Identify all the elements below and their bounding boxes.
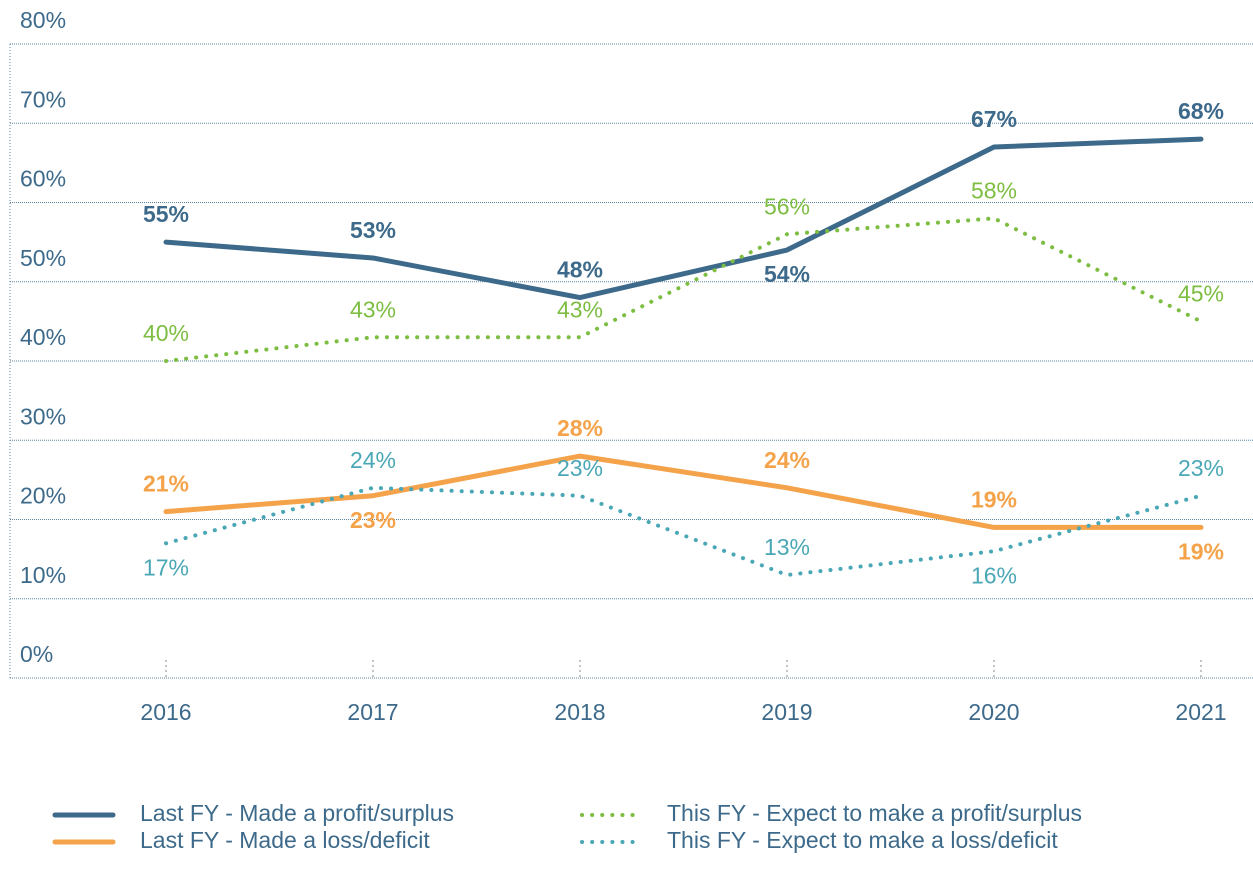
x-tick-label: 2018 (554, 699, 605, 725)
y-tick-label: 0% (20, 641, 53, 667)
y-tick-label: 30% (20, 403, 66, 429)
series-line (164, 216, 1203, 363)
y-tick-label: 80% (20, 7, 66, 33)
legend-label: This FY - Expect to make a loss/deficit (667, 827, 1058, 853)
x-tick-label: 2020 (968, 699, 1019, 725)
data-label: 23% (557, 455, 603, 481)
data-label: 24% (764, 447, 810, 473)
x-tick-label: 2016 (140, 699, 191, 725)
x-tick-label: 2017 (347, 699, 398, 725)
y-tick-label: 60% (20, 166, 66, 192)
data-label: 55% (143, 201, 189, 227)
data-label: 24% (350, 447, 396, 473)
series-line (163, 136, 1204, 301)
data-label: 53% (350, 217, 396, 243)
data-label: 21% (143, 471, 189, 497)
data-label: 43% (557, 296, 603, 322)
series-line (163, 453, 1204, 530)
x-tick-label: 2019 (761, 699, 812, 725)
data-label: 28% (557, 415, 603, 441)
data-label: 19% (971, 487, 1017, 513)
data-label: 45% (1178, 280, 1224, 306)
data-label: 68% (1178, 98, 1224, 124)
y-tick-label: 20% (20, 483, 66, 509)
data-label: 54% (764, 261, 810, 287)
y-tick-label: 70% (20, 86, 66, 112)
data-label: 23% (350, 507, 396, 533)
data-label: 48% (557, 257, 603, 283)
x-tick-label: 2021 (1175, 699, 1226, 725)
data-label: 56% (764, 193, 810, 219)
legend-label: Last FY - Made a loss/deficit (140, 827, 430, 853)
y-tick-label: 10% (20, 562, 66, 588)
legend-label: Last FY - Made a profit/surplus (140, 800, 454, 826)
data-label: 13% (764, 534, 810, 560)
data-label: 23% (1178, 455, 1224, 481)
data-label: 67% (971, 106, 1017, 132)
series-line (164, 485, 1203, 577)
y-tick-label: 50% (20, 245, 66, 271)
legend-label: This FY - Expect to make a profit/surplu… (667, 800, 1082, 826)
data-label: 19% (1178, 539, 1224, 565)
data-label: 16% (971, 562, 1017, 588)
data-label: 58% (971, 177, 1017, 203)
data-label: 43% (350, 296, 396, 322)
data-label: 40% (143, 320, 189, 346)
data-label: 17% (143, 554, 189, 580)
y-tick-label: 40% (20, 324, 66, 350)
